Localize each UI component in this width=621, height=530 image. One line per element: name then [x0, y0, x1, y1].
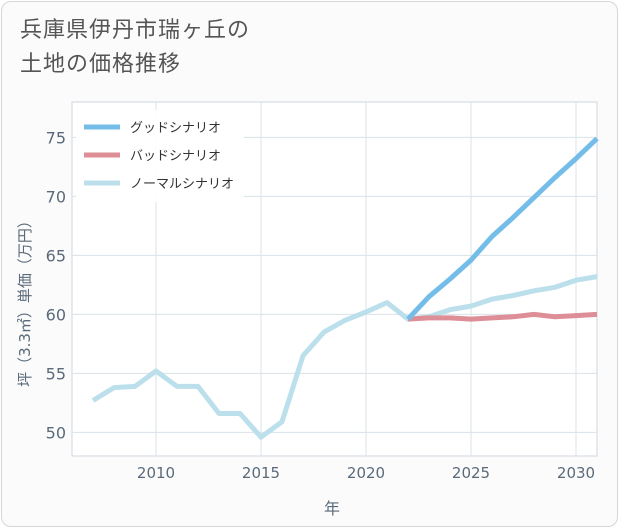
y-tick-label: 50 — [46, 423, 66, 442]
y-tick-label: 70 — [46, 187, 66, 206]
series-line-1 — [407, 311, 598, 322]
chart-title-line-2: 土地の価格推移 — [20, 52, 182, 77]
grid-lines — [72, 102, 597, 456]
chart-title-line-1: 兵庫県伊丹市瑞ヶ丘の — [20, 18, 251, 43]
series-lines — [91, 136, 599, 440]
y-tick-label: 60 — [46, 305, 66, 324]
x-tick-label: 2015 — [242, 464, 280, 482]
y-tick-label: 75 — [46, 128, 66, 147]
y-tick-label: 55 — [46, 364, 66, 383]
x-tick-label: 2025 — [452, 464, 490, 482]
y-axis-label: 坪（3.3㎡）単価（万円） — [16, 213, 34, 387]
x-tick-label: 2020 — [347, 464, 385, 482]
x-tick-label: 2010 — [137, 464, 175, 482]
tick-labels: 2010 2015 2020 2025 2030 50 55 60 65 70 75 — [46, 128, 595, 482]
series-line-0 — [406, 136, 599, 321]
legend-label: バッドシナリオ — [130, 149, 221, 164]
series-line-2 — [91, 274, 598, 440]
chart-title: 兵庫県伊丹市瑞ヶ丘の 土地の価格推移 — [20, 14, 250, 82]
legend-label: ノーマルシナリオ — [130, 177, 234, 192]
legend-label: グッドシナリオ — [130, 121, 221, 136]
y-tick-label: 65 — [46, 246, 66, 265]
x-axis-label: 年 — [324, 499, 340, 518]
x-tick-label: 2030 — [557, 464, 595, 482]
